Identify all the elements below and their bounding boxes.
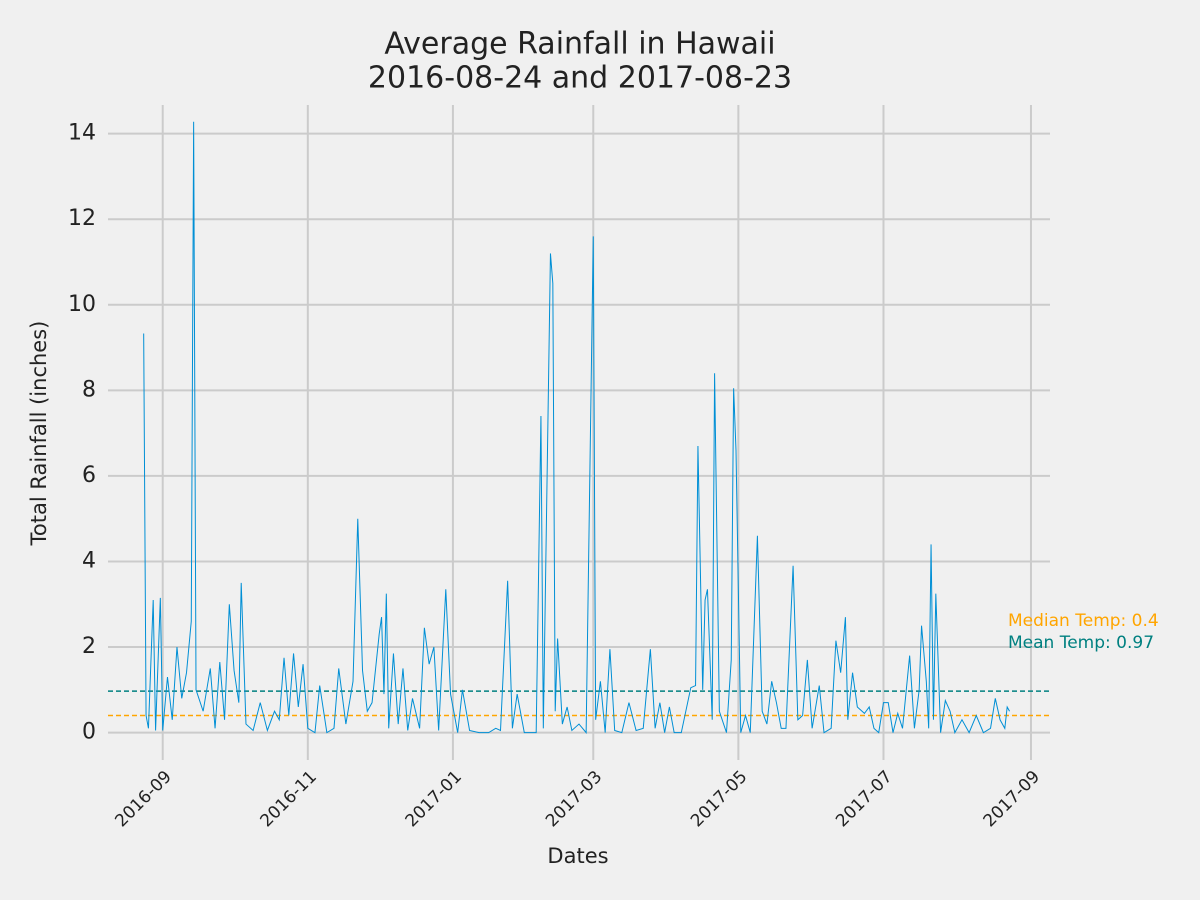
annotation: Median Temp: 0.4 xyxy=(1008,611,1159,631)
chart-subtitle: 2016-08-24 and 2017-08-23 xyxy=(368,61,792,96)
x-tick-label: 2017-05 xyxy=(687,767,751,831)
y-tick-label: 12 xyxy=(68,206,96,231)
data-line xyxy=(143,121,1010,735)
y-tick-label: 2 xyxy=(82,634,96,659)
x-tick-label: 2017-07 xyxy=(832,767,896,831)
y-tick-label: 10 xyxy=(68,292,96,317)
y-tick-label: 0 xyxy=(82,720,96,745)
annotation: Mean Temp: 0.97 xyxy=(1008,633,1154,653)
y-tick-label: 14 xyxy=(68,121,96,146)
y-tick-label: 8 xyxy=(82,377,96,402)
chart-title: Average Rainfall in Hawaii xyxy=(384,27,775,62)
x-tick-label: 2016-09 xyxy=(111,767,175,831)
x-tick-label: 2016-11 xyxy=(257,767,321,831)
x-tick-label: 2017-03 xyxy=(542,767,606,831)
x-axis-label: Dates xyxy=(547,844,608,868)
y-tick-label: 6 xyxy=(82,463,96,488)
x-tick-label: 2017-09 xyxy=(980,767,1044,831)
y-tick-label: 4 xyxy=(82,548,96,573)
x-tick-label: 2017-01 xyxy=(402,767,466,831)
y-axis-label: Total Rainfall (inches) xyxy=(27,321,51,547)
